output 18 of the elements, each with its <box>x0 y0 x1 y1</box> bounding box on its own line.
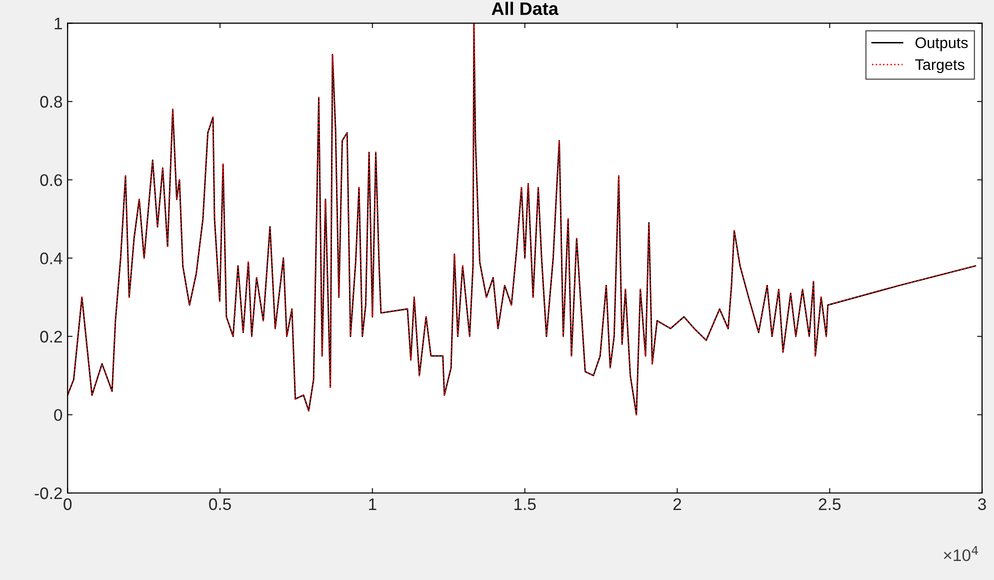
x-tick-label: 3 <box>978 498 986 510</box>
x-tick-label: 2 <box>673 498 682 510</box>
y-tick-label: -0.2 <box>34 487 62 500</box>
legend-label: Targets <box>915 59 964 74</box>
chart-title: All Data <box>492 2 559 16</box>
y-tick-label: 0 <box>54 409 62 421</box>
y-tick-label: 0.8 <box>40 96 62 108</box>
y-tick-label: 0.6 <box>40 174 62 186</box>
legend-label: Outputs <box>916 37 968 52</box>
x-tick-label: 1.5 <box>514 498 536 510</box>
x-tick-label: 0 <box>64 498 72 510</box>
text: ×10$^{4}$ <box>944 546 978 562</box>
y-tick-label: 0.2 <box>40 330 62 343</box>
x-tick-label: 0.5 <box>209 498 231 510</box>
y-tick-label: 0.4 <box>40 252 62 264</box>
x-tick-label: 2.5 <box>818 498 841 510</box>
y-tick-label: 1 <box>54 18 62 30</box>
x-tick-label: 1 <box>369 498 376 510</box>
